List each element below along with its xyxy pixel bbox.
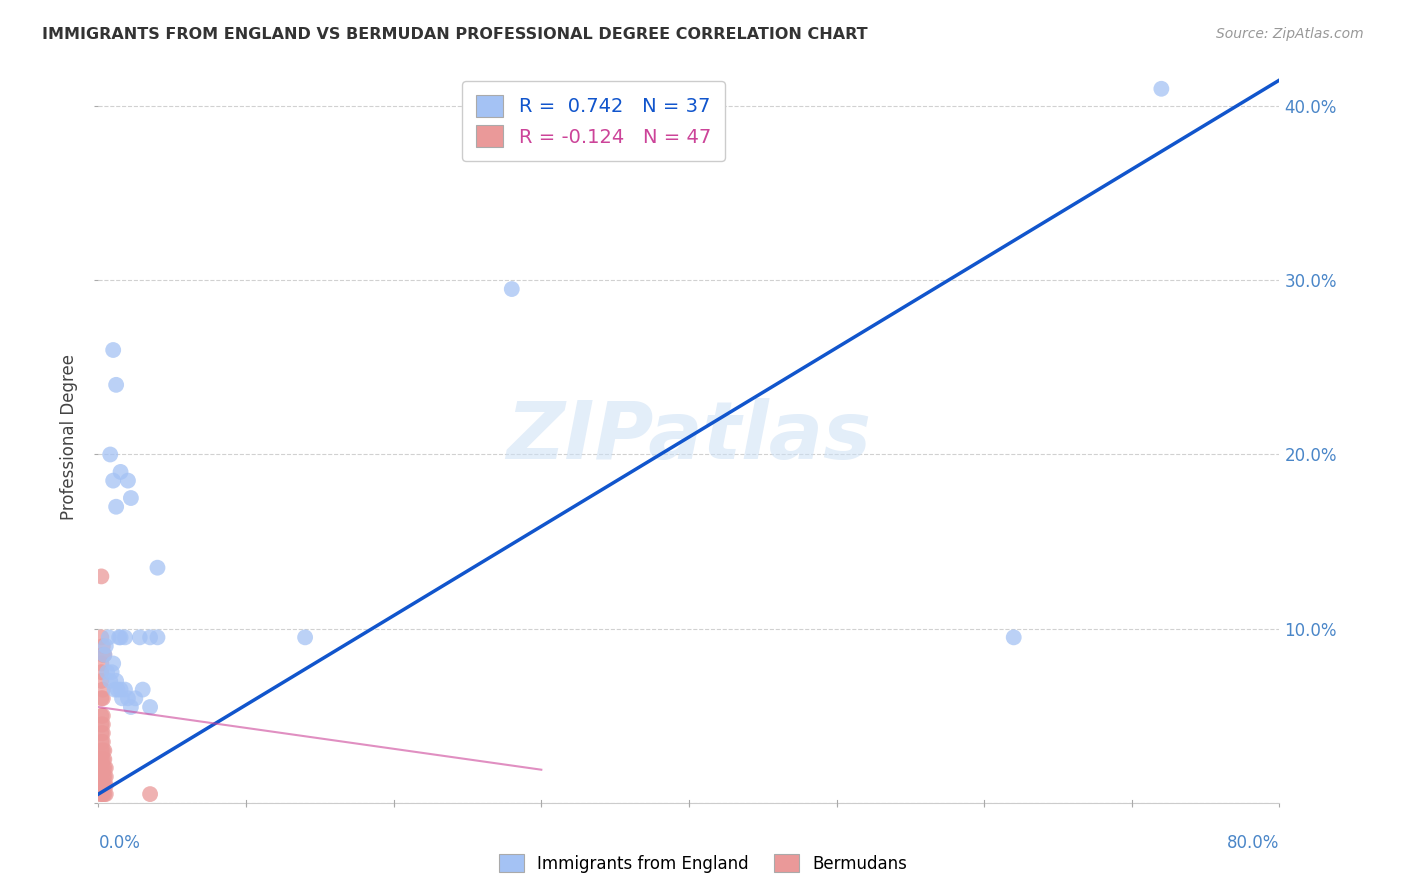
Point [91, 735, 114, 749]
Point [90, 761, 112, 775]
Point [98, 673, 121, 688]
Point [90, 569, 112, 583]
Point [94, 761, 117, 775]
Point [93, 752, 115, 766]
Point [100, 665, 122, 680]
Point [91, 752, 114, 766]
Point [90, 717, 112, 731]
Point [124, 691, 146, 706]
Point [117, 474, 139, 488]
Point [103, 474, 125, 488]
Text: Source: ZipAtlas.com: Source: ZipAtlas.com [1216, 27, 1364, 41]
Point [114, 682, 136, 697]
Point [97, 631, 120, 645]
Point [90, 673, 112, 688]
Point [90, 726, 112, 740]
Point [139, 700, 162, 714]
Point [110, 631, 132, 645]
Text: 80.0%: 80.0% [1227, 834, 1279, 852]
Point [103, 343, 125, 357]
Point [139, 787, 162, 801]
Point [110, 465, 132, 479]
Point [90, 778, 112, 792]
Legend: Immigrants from England, Bermudans: Immigrants from England, Bermudans [492, 847, 914, 880]
Point [128, 631, 150, 645]
Point [90, 665, 112, 680]
Point [93, 761, 115, 775]
Point [91, 726, 114, 740]
Point [90, 691, 112, 706]
Point [89, 778, 111, 792]
Text: ZIPatlas: ZIPatlas [506, 398, 872, 476]
Point [103, 657, 125, 671]
Point [90, 631, 112, 645]
Legend: R =  0.742   N = 37, R = -0.124   N = 47: R = 0.742 N = 37, R = -0.124 N = 47 [463, 81, 724, 161]
Point [93, 787, 115, 801]
Point [91, 682, 114, 697]
Point [110, 682, 132, 697]
Point [91, 648, 114, 662]
Point [146, 560, 169, 574]
Point [1002, 631, 1025, 645]
Point [93, 770, 115, 784]
Point [105, 500, 128, 514]
Point [132, 682, 155, 697]
Point [91, 787, 114, 801]
Point [91, 708, 114, 723]
Point [114, 631, 136, 645]
Point [90, 708, 112, 723]
Point [1150, 82, 1173, 96]
Point [91, 778, 114, 792]
Point [107, 682, 129, 697]
Point [94, 778, 117, 792]
Point [104, 682, 127, 697]
Point [117, 691, 139, 706]
Point [90, 752, 112, 766]
Point [90, 743, 112, 757]
Point [105, 673, 128, 688]
Y-axis label: Professional Degree: Professional Degree [60, 354, 79, 520]
Point [93, 648, 115, 662]
Point [89, 770, 111, 784]
Point [91, 691, 114, 706]
Point [96, 665, 118, 680]
Point [90, 770, 112, 784]
Point [94, 787, 117, 801]
Point [94, 639, 117, 653]
Point [91, 639, 114, 653]
Point [501, 282, 523, 296]
Point [89, 761, 111, 775]
Point [139, 631, 162, 645]
Point [91, 743, 114, 757]
Point [90, 735, 112, 749]
Text: 0.0%: 0.0% [98, 834, 141, 852]
Point [90, 787, 112, 801]
Point [105, 377, 128, 392]
Point [91, 770, 114, 784]
Point [120, 491, 142, 505]
Point [91, 717, 114, 731]
Point [91, 761, 114, 775]
Point [93, 648, 115, 662]
Point [93, 743, 115, 757]
Point [93, 778, 115, 792]
Point [98, 448, 121, 462]
Point [90, 657, 112, 671]
Point [294, 631, 316, 645]
Point [89, 752, 111, 766]
Point [111, 691, 134, 706]
Text: IMMIGRANTS FROM ENGLAND VS BERMUDAN PROFESSIONAL DEGREE CORRELATION CHART: IMMIGRANTS FROM ENGLAND VS BERMUDAN PROF… [42, 27, 868, 42]
Point [146, 631, 169, 645]
Point [89, 787, 111, 801]
Point [120, 700, 142, 714]
Point [108, 631, 131, 645]
Point [94, 770, 117, 784]
